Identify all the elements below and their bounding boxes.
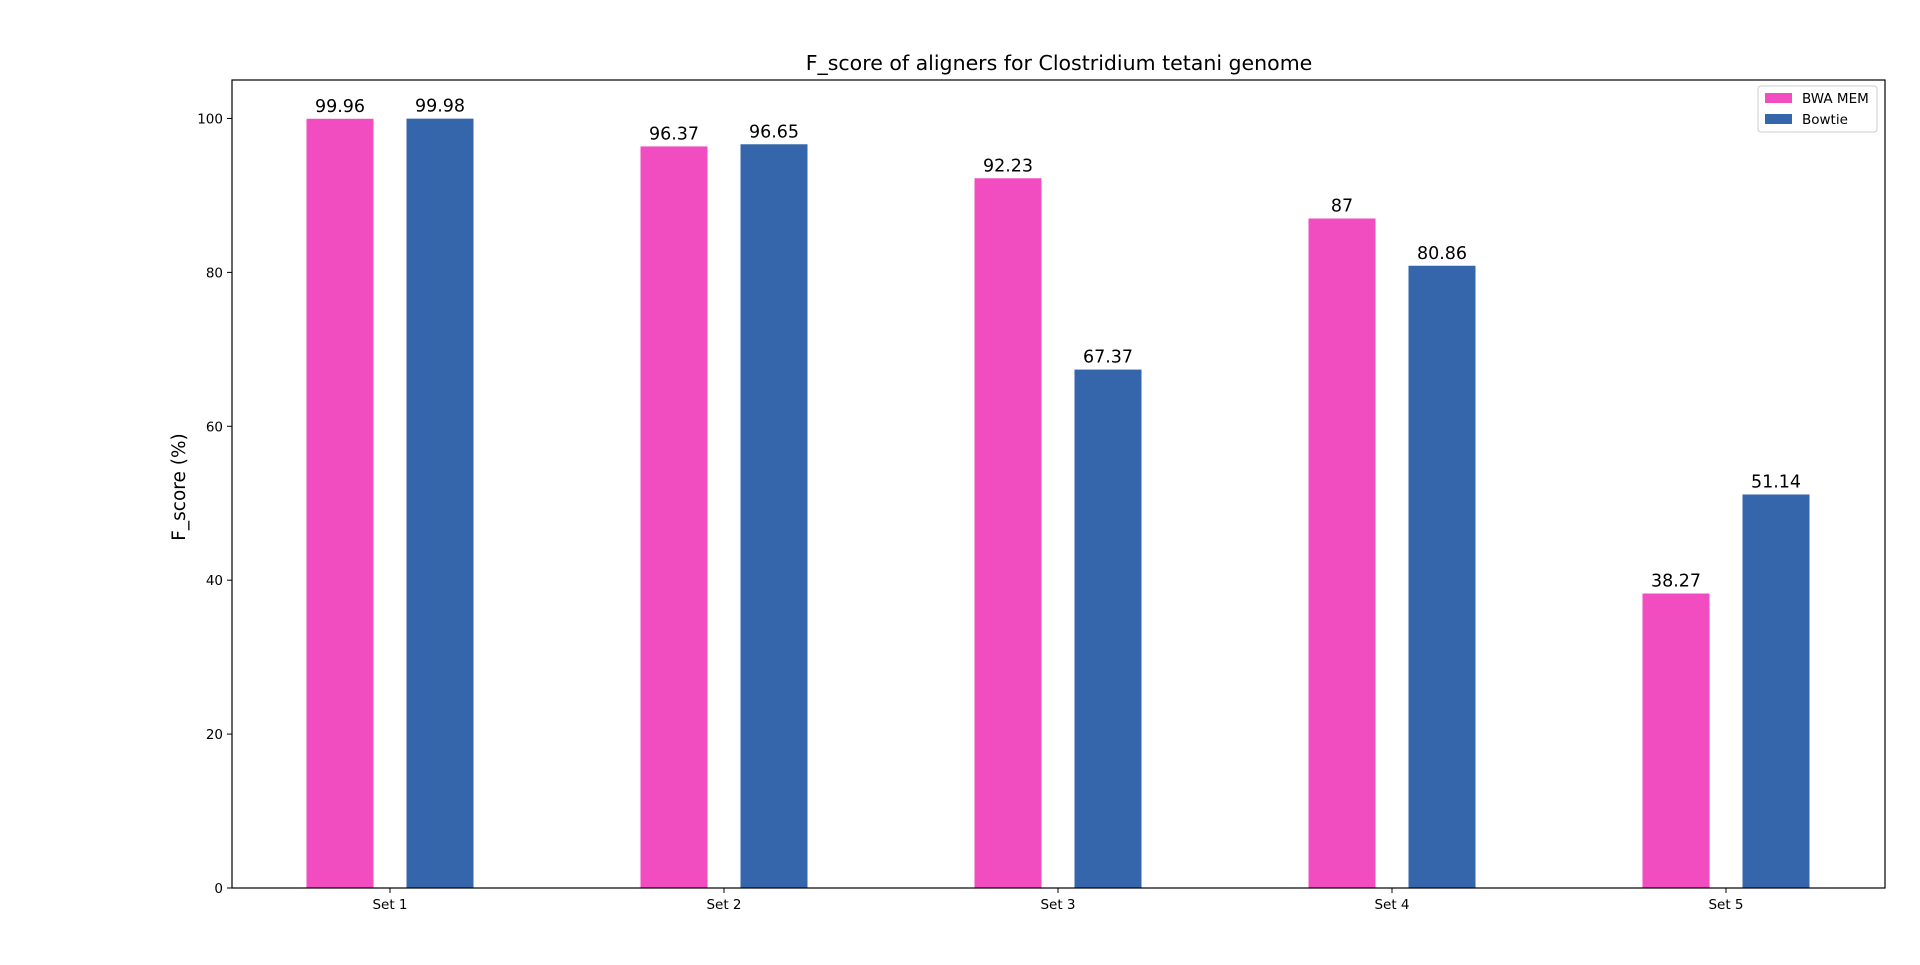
value-labels-layer: 99.96 99.98 96.37 96.65 92.23 67.37 87 80.86 38.…	[315, 97, 1801, 592]
x-axis: Set 1 Set 2 Set 3 Set 4 Set 5	[372, 888, 1744, 913]
value-label-bwa-mem-2: 96.37	[649, 124, 699, 144]
legend-label-bwa-mem: BWA MEM	[1802, 91, 1869, 107]
value-label-bowtie-3: 67.37	[1083, 348, 1133, 368]
y-axis-label: F_score (%)	[169, 433, 190, 541]
bar-bwa-mem-1	[306, 118, 374, 888]
y-tick-label-20: 20	[206, 727, 223, 743]
bar-bwa-mem-2	[640, 146, 708, 888]
y-tick-label-40: 40	[206, 573, 223, 589]
legend-swatch-bwa-mem	[1765, 93, 1792, 103]
y-tick-label-60: 60	[206, 419, 223, 435]
bar-bowtie-4	[1408, 265, 1476, 888]
legend: BWA MEM Bowtie	[1757, 85, 1878, 133]
y-tick-label-100: 100	[197, 111, 223, 127]
bar-bowtie-3	[1074, 369, 1142, 888]
plot-frame	[231, 79, 1886, 889]
value-label-bwa-mem-3: 92.23	[983, 156, 1033, 176]
legend-swatch-bowtie	[1765, 114, 1792, 124]
y-axis: 0 20 40 60 80 100	[197, 111, 232, 897]
bar-bwa-mem-4	[1308, 218, 1376, 888]
x-tick-label-1: Set 1	[372, 897, 407, 913]
bar-bowtie-5	[1742, 494, 1810, 888]
x-tick-label-3: Set 3	[1040, 897, 1075, 913]
bar-bowtie-2	[740, 144, 808, 888]
x-tick-label-2: Set 2	[706, 897, 741, 913]
value-label-bwa-mem-4: 87	[1331, 197, 1353, 217]
bar-bwa-mem-3	[974, 178, 1042, 888]
bar-bowtie-1	[406, 118, 474, 888]
value-label-bowtie-4: 80.86	[1417, 244, 1467, 264]
value-label-bwa-mem-1: 99.96	[315, 97, 365, 117]
bars-layer	[306, 118, 1810, 888]
y-tick-label-0: 0	[214, 881, 223, 897]
chart-title: F_score of aligners for Clostridium teta…	[806, 51, 1313, 76]
value-label-bowtie-1: 99.98	[415, 97, 465, 117]
value-label-bowtie-2: 96.65	[749, 122, 799, 142]
bar-bwa-mem-5	[1642, 593, 1710, 888]
value-label-bowtie-5: 51.14	[1751, 472, 1801, 492]
x-tick-label-4: Set 4	[1374, 897, 1409, 913]
x-tick-label-5: Set 5	[1708, 897, 1743, 913]
value-label-bwa-mem-5: 38.27	[1651, 572, 1701, 592]
y-tick-label-80: 80	[206, 265, 223, 281]
legend-label-bowtie: Bowtie	[1802, 112, 1848, 128]
